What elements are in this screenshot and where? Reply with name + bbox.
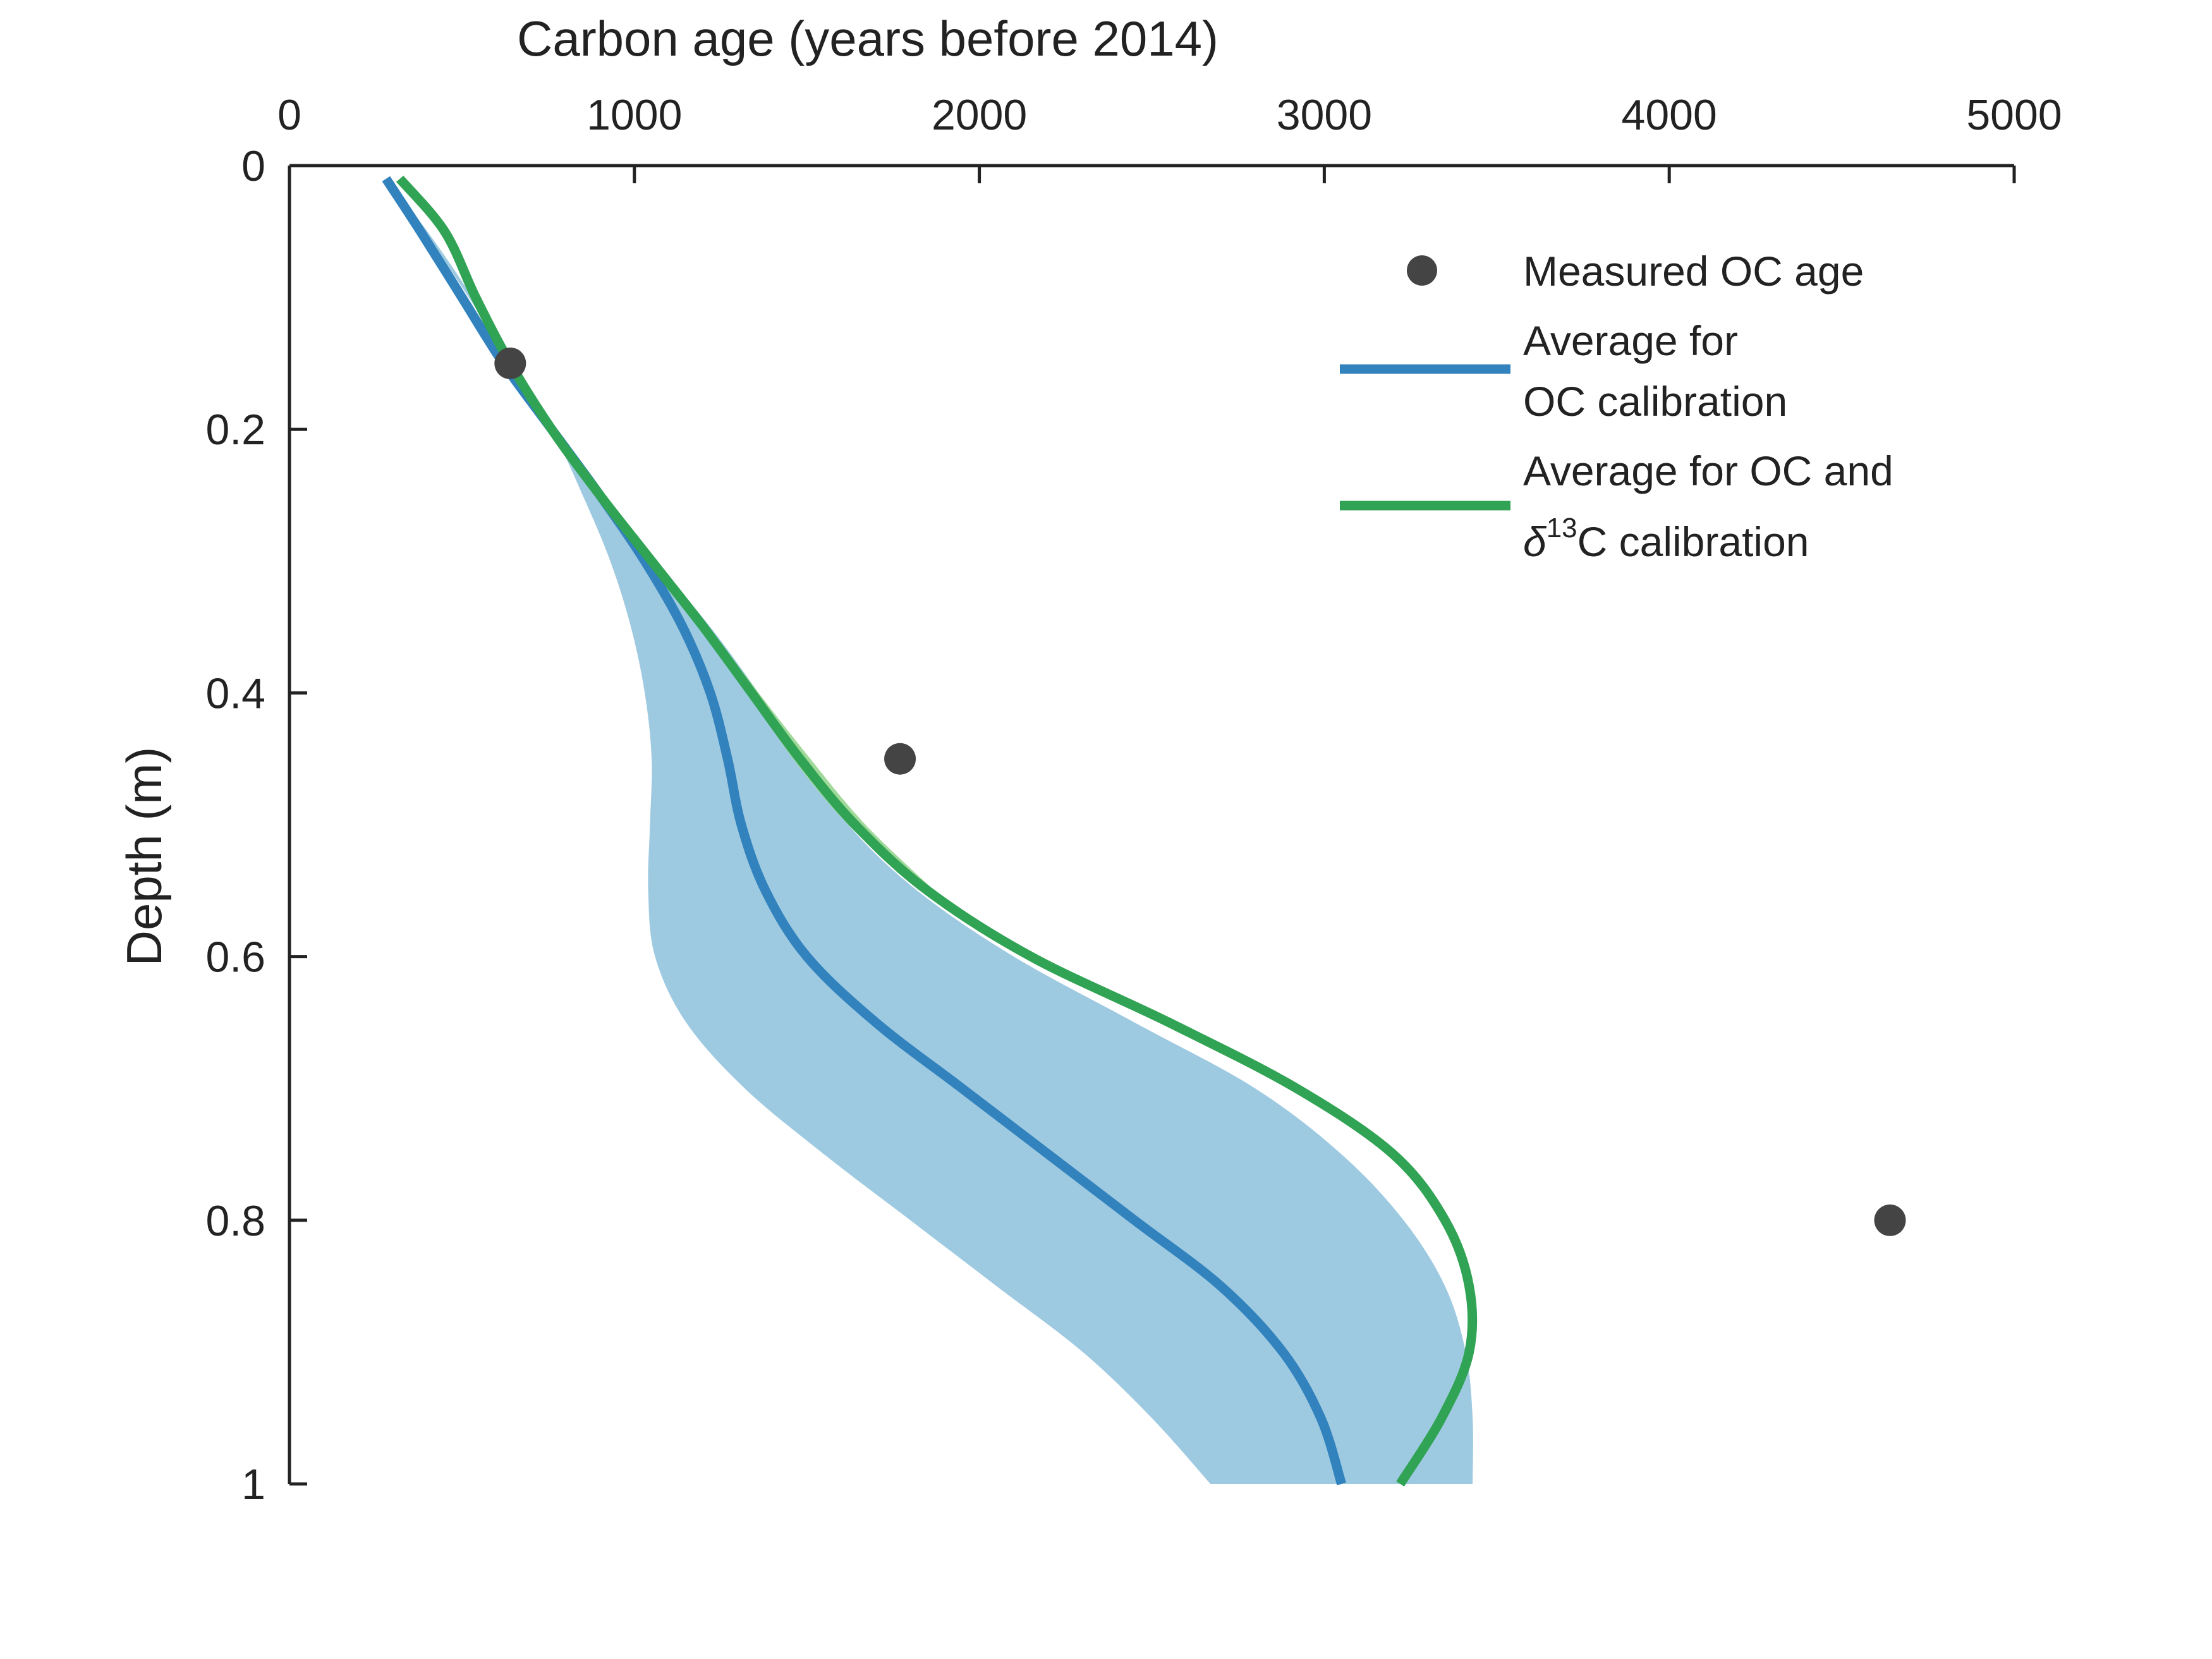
x-tick-label-5: 5000 [1966,91,2062,139]
legend-label-measured: Measured OC age [1523,248,1864,295]
legend-label-rest: C calibration [1577,518,1809,565]
axes: 0 1000 2000 3000 4000 5000 0 0.2 0.4 0.6 0.8 1 [205,91,2062,1509]
measured-point-0 [494,347,526,379]
measured-point-2 [1874,1204,1906,1236]
x-tick-label-4: 4000 [1622,91,1717,139]
y-tick-label-3: 0.6 [205,933,265,981]
measured-points [494,347,1906,1236]
series-lines [382,175,1478,1486]
y-tick-label-2: 0.4 [205,669,265,717]
series-line-1 [396,175,1478,1486]
measured-point-1 [884,743,916,775]
x-tick-label-3: 3000 [1277,91,1372,139]
legend-delta-symbol: δ [1523,518,1547,565]
x-axis-title: Carbon age (years before 2014) [517,11,1218,66]
uncertainty-bands [386,178,1473,1485]
x-tick-label-0: 0 [277,91,301,139]
x-tick-label-2: 2000 [932,91,1027,139]
legend: Measured OC age Average for OC calibrati… [1340,248,1893,565]
legend-label-oc-d13c-line2: δ13C calibration [1523,513,1809,565]
legend-marker-measured [1407,255,1437,286]
legend-label-oc-line2: OC calibration [1523,378,1787,425]
band-0 [386,178,1473,1485]
y-axis-title: Depth (m) [116,747,172,966]
legend-label-oc-line1: Average for [1523,317,1738,364]
legend-label-oc-d13c-line1: Average for OC and [1523,447,1893,494]
y-tick-label-4: 0.8 [205,1197,265,1245]
legend-superscript: 13 [1547,513,1577,544]
y-tick-label-1: 0.2 [205,406,265,454]
y-tick-label-0: 0 [241,142,265,190]
y-tick-label-5: 1 [241,1461,265,1509]
x-tick-label-1: 1000 [586,91,682,139]
